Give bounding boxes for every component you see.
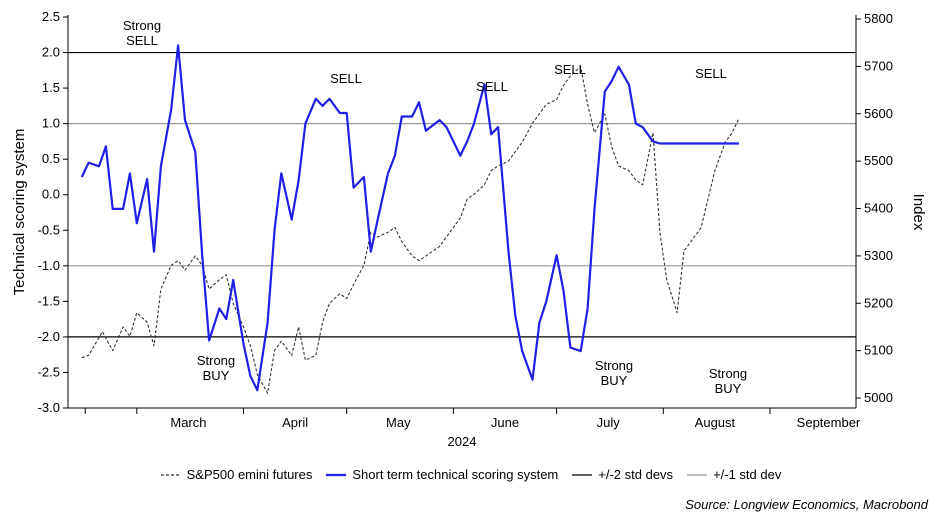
legend-label: S&P500 emini futures	[186, 467, 313, 482]
legend-label: +/-1 std dev	[713, 467, 782, 482]
y-left-tick-label: 2.5	[42, 9, 60, 24]
legend-label: +/-2 std devs	[598, 467, 674, 482]
legend-label: Short term technical scoring system	[352, 467, 559, 482]
x-tick-label: March	[170, 415, 206, 430]
annotation-label: Strong BUY	[595, 358, 633, 388]
y-left-tick-label: -3.0	[38, 400, 60, 415]
reference-lines	[68, 51, 856, 338]
y-right-tick-label: 5400	[864, 201, 893, 216]
annotation-label: Strong SELL	[123, 18, 161, 48]
sp500-line	[81, 65, 740, 394]
y-right-tick-label: 5600	[864, 106, 893, 121]
y-right-tick-label: 5000	[864, 390, 893, 405]
annotation-label: Strong BUY	[197, 353, 235, 383]
y-left-tick-label: -2.5	[38, 364, 60, 379]
annotation-label: SELL	[476, 79, 508, 94]
y-left-tick-label: -0.5	[38, 222, 60, 237]
y-right-tick-label: 5100	[864, 343, 893, 358]
legend-item: +/-2 std devs	[570, 467, 673, 482]
legend-swatch	[572, 473, 593, 476]
y-left-tick-label: 2.0	[42, 45, 60, 60]
axes: 2.5 2.0 1.5 1.0 0.5 0.0 -0.5 -1.0 -1.5 -2.0 -2.5 -3…	[38, 9, 893, 430]
annotation-label: SELL	[330, 71, 362, 86]
y-right-tick-label: 5200	[864, 295, 893, 310]
legend-swatch	[326, 473, 347, 476]
annotation-label: Strong BUY	[709, 366, 747, 396]
y-axis-left-title: Technical scoring system	[11, 129, 28, 296]
y-left-tick-label: 0.5	[42, 151, 60, 166]
source-note: Source: Longview Economics, Macrobond	[685, 497, 928, 512]
x-tick-label: July	[597, 415, 621, 430]
legend-swatch	[687, 473, 708, 476]
y-left-tick-label: 1.5	[42, 80, 60, 95]
legend-swatch	[160, 473, 181, 476]
y-left-tick-label: -1.0	[38, 258, 60, 273]
x-tick-label: September	[797, 415, 861, 430]
y-left-tick-label: -1.5	[38, 293, 60, 308]
y-right-tick-label: 5800	[864, 11, 893, 26]
x-tick-label: June	[491, 415, 519, 430]
annotations: Strong SELL SELL SELL SELL SELL Strong BUY Stron…	[123, 18, 747, 396]
legend: S&P500 emini futures Short term technical…	[0, 467, 940, 482]
x-tick-label: May	[386, 415, 411, 430]
legend-item: Short term technical scoring system	[324, 467, 558, 482]
y-axis-right-title: Index	[910, 194, 927, 231]
x-tick-label: August	[695, 415, 736, 430]
legend-item: S&P500 emini futures	[159, 467, 313, 482]
x-tick-label: April	[282, 415, 308, 430]
scoring-line	[80, 44, 739, 392]
y-left-tick-label: 0.0	[42, 187, 60, 202]
y-right-tick-label: 5500	[864, 153, 893, 168]
y-right-tick-label: 5700	[864, 58, 893, 73]
chart: 2.5 2.0 1.5 1.0 0.5 0.0 -0.5 -1.0 -1.5 -2.0 -2.5 -3…	[11, 9, 927, 449]
legend-item: +/-1 std dev	[685, 467, 781, 482]
x-axis-title: 2024	[448, 434, 477, 449]
series-layer	[80, 44, 740, 394]
annotation-label: SELL	[695, 66, 727, 81]
y-left-tick-label: 1.0	[42, 116, 60, 131]
y-right-tick-label: 5300	[864, 248, 893, 263]
y-left-tick-label: -2.0	[38, 329, 60, 344]
annotation-label: SELL	[554, 62, 586, 77]
